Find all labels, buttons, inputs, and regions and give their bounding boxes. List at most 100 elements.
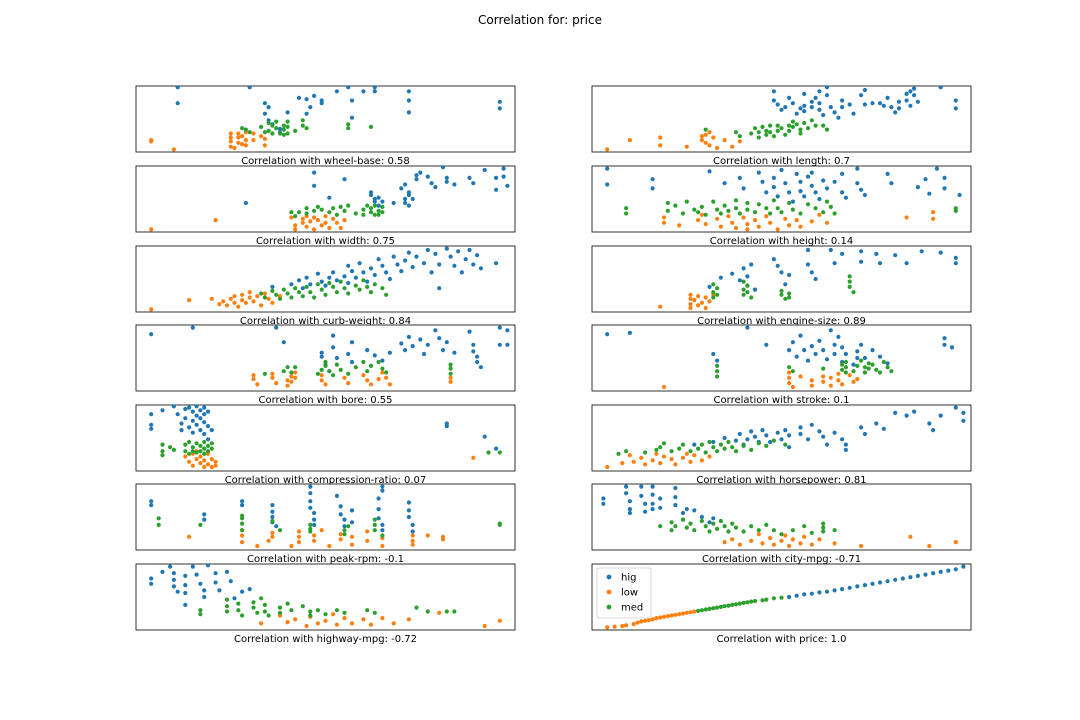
subplot-peak-rpm: Correlation with peak-rpm: -0.1	[135, 483, 516, 565]
data-point	[262, 609, 267, 614]
data-point	[870, 581, 875, 586]
data-point	[327, 275, 332, 280]
data-point	[312, 170, 317, 175]
data-point	[463, 257, 468, 262]
data-point	[293, 375, 298, 380]
data-point	[612, 624, 617, 629]
data-point	[243, 127, 248, 132]
data-point	[733, 198, 739, 203]
data-point	[824, 93, 830, 98]
data-point	[183, 406, 188, 412]
data-point	[673, 485, 678, 491]
data-point	[741, 279, 746, 284]
data-point	[809, 591, 814, 596]
data-point	[304, 275, 309, 280]
data-point	[783, 105, 788, 110]
data-point	[228, 144, 233, 149]
data-point	[809, 105, 814, 110]
data-point	[768, 536, 773, 541]
data-point	[828, 105, 833, 110]
data-point	[688, 449, 693, 454]
data-point	[478, 266, 483, 271]
data-point	[824, 186, 830, 191]
data-point	[444, 246, 449, 251]
data-point	[821, 374, 826, 379]
data-point	[315, 282, 320, 287]
data-point	[817, 590, 822, 595]
data-point	[874, 251, 879, 256]
subplot-xlabel: Correlation with width: 0.75	[256, 236, 395, 247]
subplot-city-mpg: Correlation with city-mpg: -0.71	[591, 483, 972, 565]
data-point	[331, 206, 336, 211]
data-point	[213, 459, 218, 464]
data-point	[277, 610, 283, 615]
data-point	[817, 101, 822, 106]
data-point	[331, 216, 336, 221]
data-point	[643, 618, 648, 623]
data-point	[160, 408, 165, 413]
data-point	[703, 607, 708, 612]
data-point	[372, 212, 377, 217]
data-point	[707, 520, 712, 525]
data-point	[927, 191, 932, 196]
data-point	[627, 138, 633, 143]
data-point	[741, 266, 746, 271]
data-point	[444, 175, 449, 180]
series-med	[696, 595, 784, 614]
data-point	[368, 266, 374, 271]
data-point	[266, 105, 271, 110]
data-point	[319, 223, 324, 228]
data-point	[406, 617, 411, 622]
data-point	[624, 484, 629, 489]
data-point	[240, 126, 245, 131]
data-point	[779, 538, 784, 543]
data-point	[650, 458, 655, 463]
data-point	[737, 278, 742, 283]
data-point	[175, 101, 180, 106]
data-point	[798, 189, 803, 194]
data-point	[794, 122, 799, 127]
data-point	[605, 147, 610, 152]
data-point	[308, 105, 313, 110]
data-point	[202, 517, 207, 522]
data-point	[821, 210, 826, 215]
data-point	[669, 613, 674, 618]
data-point	[448, 362, 453, 367]
data-point	[703, 132, 708, 137]
data-point	[403, 196, 408, 202]
data-point	[832, 342, 837, 347]
data-point	[715, 286, 720, 291]
data-point	[349, 621, 355, 626]
data-point	[847, 102, 852, 107]
data-point	[722, 446, 727, 451]
data-point	[471, 181, 476, 186]
data-point	[919, 249, 924, 254]
data-point	[338, 537, 343, 542]
subplot-frame	[135, 245, 516, 313]
data-point	[787, 433, 792, 438]
data-point	[406, 250, 411, 255]
data-point	[790, 384, 796, 390]
data-point	[787, 370, 792, 375]
data-point	[726, 208, 731, 213]
data-point	[251, 373, 256, 378]
data-point	[293, 227, 298, 232]
data-point	[949, 345, 955, 350]
data-point	[874, 421, 879, 426]
data-point	[726, 603, 731, 608]
data-point	[624, 623, 629, 628]
data-point	[346, 280, 351, 286]
data-point	[942, 175, 947, 180]
data-point	[843, 195, 849, 200]
data-point	[779, 288, 784, 293]
data-point	[160, 569, 165, 575]
data-point	[410, 529, 415, 534]
data-point	[938, 250, 943, 255]
data-point	[684, 144, 689, 149]
data-point	[677, 446, 682, 451]
data-point	[658, 461, 663, 466]
data-point	[232, 145, 237, 151]
data-point	[779, 107, 784, 112]
data-point	[198, 612, 203, 617]
data-point	[699, 134, 705, 139]
